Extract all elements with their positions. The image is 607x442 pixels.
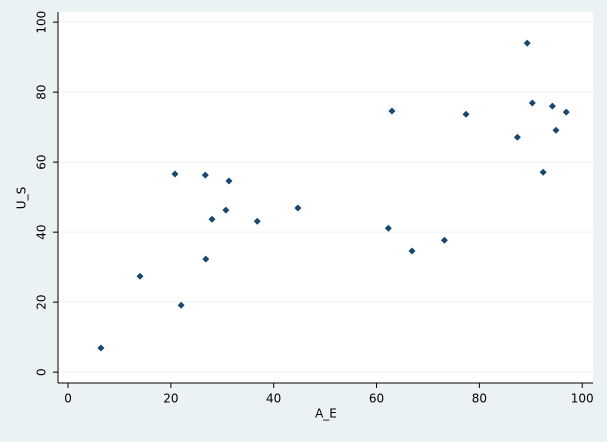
point xyxy=(222,206,230,214)
point xyxy=(528,99,536,107)
y-tick-label: 20 xyxy=(35,295,49,310)
point xyxy=(523,39,531,47)
point xyxy=(136,272,144,280)
y-tick-label: 0 xyxy=(35,368,49,376)
point xyxy=(548,102,556,110)
point xyxy=(201,171,209,179)
point xyxy=(562,108,570,116)
x-tick-label: 100 xyxy=(571,392,594,406)
point xyxy=(408,247,416,255)
point xyxy=(171,170,179,178)
point xyxy=(208,215,216,223)
point xyxy=(177,301,185,309)
y-axis-title: U_S xyxy=(15,187,29,209)
x-tick-label: 80 xyxy=(472,392,487,406)
point xyxy=(552,126,560,134)
point xyxy=(253,217,261,225)
x-tick-label: 0 xyxy=(64,392,72,406)
point xyxy=(388,107,396,115)
point xyxy=(225,177,233,185)
y-tick-label: 60 xyxy=(35,155,49,170)
point xyxy=(294,204,302,212)
point xyxy=(97,344,105,352)
y-tick-label: 40 xyxy=(35,225,49,240)
point xyxy=(440,236,448,244)
point xyxy=(384,224,392,232)
x-tick-label: 60 xyxy=(369,392,384,406)
x-tick-label: 40 xyxy=(266,392,281,406)
point xyxy=(513,133,521,141)
y-tick-label: 100 xyxy=(35,11,49,34)
x-axis-title: A_E xyxy=(315,407,337,421)
x-tick-label: 20 xyxy=(163,392,178,406)
point xyxy=(462,110,470,118)
y-tick-label: 80 xyxy=(35,85,49,100)
point xyxy=(202,255,210,263)
plot-area xyxy=(58,12,593,383)
point xyxy=(539,168,547,176)
